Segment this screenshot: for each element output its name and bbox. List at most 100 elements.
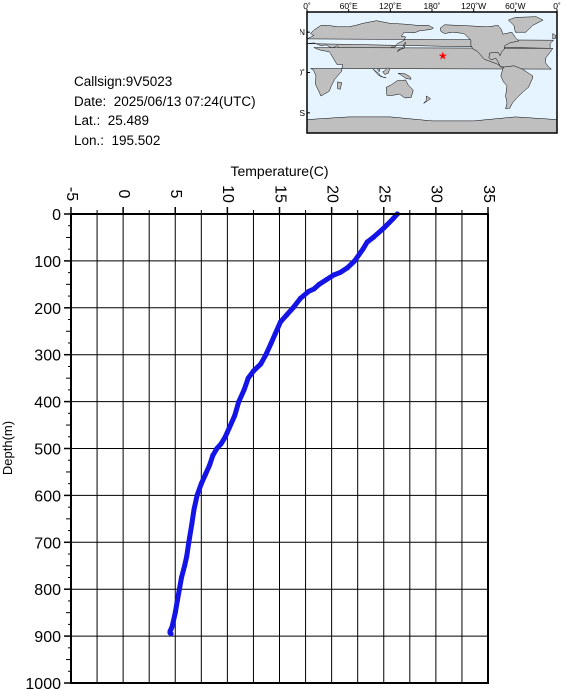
profile-point	[258, 361, 264, 367]
y-tick-label: 700	[34, 535, 61, 552]
plot-area	[71, 214, 488, 683]
land-mass-8	[507, 16, 544, 33]
profile-point	[202, 471, 208, 477]
longitude-text: Lon.: 195.502	[74, 132, 161, 148]
profile-point	[390, 216, 396, 222]
y-tick-label: 800	[34, 582, 61, 599]
profile-point	[182, 563, 188, 569]
x-tick-label: 25	[376, 185, 393, 203]
y-tick-label: 1000	[25, 676, 61, 690]
profile-point	[278, 319, 284, 325]
profile-point	[167, 628, 173, 634]
profile-point	[191, 506, 197, 512]
x-tick-label: 20	[323, 185, 340, 203]
land-mass-6	[397, 72, 412, 80]
profile-point	[360, 246, 366, 252]
profile-point	[232, 413, 238, 419]
map-lat-label: 0˚	[300, 68, 305, 78]
profile-point	[214, 446, 220, 451]
map-lon-label: 0˚	[303, 1, 311, 11]
y-tick-label: 600	[34, 488, 61, 505]
profile-point	[245, 375, 251, 381]
y-tick-label: 300	[34, 348, 61, 365]
y-tick-label: 100	[34, 254, 61, 271]
y-tick-label: 0	[52, 207, 61, 224]
station-info: Callsign:9V5023 Date: 2025/06/13 07:24(U…	[74, 72, 256, 150]
y-tick-label: 400	[34, 395, 61, 412]
profile-point	[290, 305, 296, 311]
x-tick-label: 5	[167, 190, 184, 199]
x-axis-label: Temperature(C)	[230, 163, 328, 179]
profile-point	[194, 492, 200, 498]
profile-point	[218, 441, 224, 447]
profile-point	[241, 387, 247, 393]
profile-point	[250, 368, 256, 374]
profile-point	[174, 598, 180, 604]
profile-point	[263, 352, 269, 358]
profile-point	[236, 399, 242, 405]
map-lon-label: 180˚	[423, 1, 440, 11]
profile-point	[167, 630, 173, 636]
land-mass-7	[440, 24, 520, 68]
temperature-profile-line	[167, 211, 400, 637]
profile-point	[323, 277, 329, 283]
land-mass-5	[382, 67, 390, 75]
y-tick-label: 900	[34, 629, 61, 646]
map-lon-label: 120˚W	[461, 1, 486, 11]
land-mass-2	[385, 79, 414, 99]
x-tick-label: -5	[63, 187, 80, 201]
profile-point	[268, 340, 274, 346]
profile-point	[370, 234, 376, 240]
map-lon-label: 60˚E	[340, 1, 358, 11]
profile-point	[316, 281, 322, 287]
latitude-text: Lat.: 25.489	[74, 113, 150, 128]
x-tick-label: 35	[480, 185, 497, 203]
profile-point	[168, 631, 174, 637]
profile-point	[284, 312, 290, 318]
map-lon-label: 120˚E	[379, 1, 402, 11]
map-lon-label: 0˚	[553, 1, 561, 11]
profile-point	[186, 539, 192, 545]
profile-point	[394, 211, 400, 217]
profile-point	[352, 258, 358, 264]
profile-point	[337, 270, 343, 276]
profile-point	[172, 610, 178, 616]
profile-point	[198, 481, 204, 487]
profile-point	[381, 225, 387, 231]
land-mass-9	[500, 65, 533, 110]
profile-point	[207, 462, 213, 468]
profile-point	[189, 521, 195, 527]
callsign-text: Callsign:9V5023	[74, 74, 173, 89]
world-map: 0˚ 60˚E 120˚E 180˚ 120˚W 60˚W 0˚ 60˚N 0˚ 60˚S ★	[300, 1, 561, 134]
profile-point	[306, 288, 312, 294]
profile-point	[344, 265, 350, 271]
profile-point	[272, 331, 278, 337]
y-tick-label: 200	[34, 301, 61, 318]
land-mass-12	[423, 95, 432, 104]
map-lat-label: 60˚N	[300, 27, 305, 37]
land-mass-11	[337, 81, 342, 90]
map-lat-label: 60˚S	[300, 108, 305, 118]
profile-point	[176, 586, 182, 592]
profile-point	[170, 619, 176, 625]
profile-point	[297, 295, 303, 301]
profile-point	[210, 453, 216, 459]
profile-point	[331, 272, 337, 278]
profile-point	[168, 626, 174, 632]
profile-point	[222, 434, 228, 440]
land-mass-3	[397, 41, 407, 52]
x-tick-label: 30	[428, 185, 445, 203]
profile-point	[169, 624, 175, 630]
date-text: Date: 2025/06/13 07:24(UTC)	[74, 93, 256, 109]
x-tick-label: 10	[219, 185, 236, 203]
x-tick-label: 0	[115, 190, 132, 199]
position-marker-star: ★	[438, 50, 448, 62]
profile-point	[226, 424, 232, 430]
y-tick-label: 500	[34, 442, 61, 459]
plot-frame	[70, 213, 489, 684]
land-mass-13	[552, 33, 556, 40]
profile-point	[311, 286, 317, 292]
y-axis-label: Depth(m)	[0, 421, 15, 475]
map-lon-label: 60˚W	[505, 1, 525, 11]
profile-point	[179, 574, 185, 580]
